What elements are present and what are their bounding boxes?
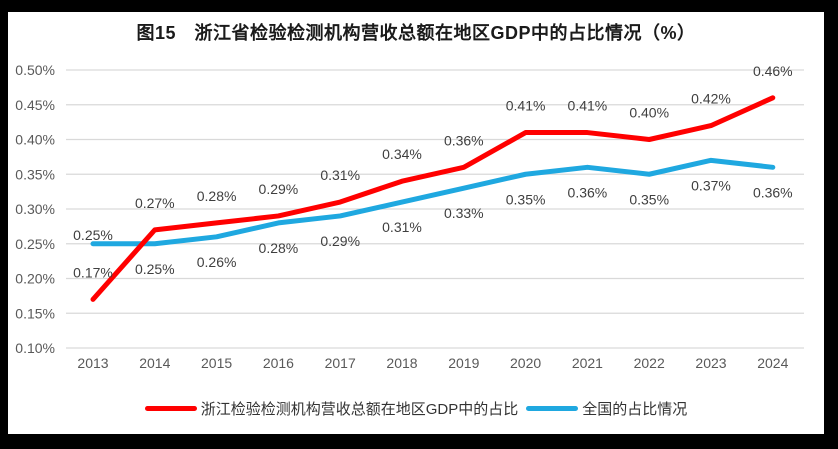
legend-label-national: 全国的占比情况 — [582, 401, 688, 418]
data-point-label: 0.31% — [320, 167, 360, 183]
x-axis-tick-label: 2015 — [201, 355, 232, 371]
data-point-label: 0.28% — [259, 240, 299, 256]
data-point-label: 0.35% — [506, 191, 546, 207]
data-point-label: 0.29% — [320, 233, 360, 249]
y-axis-tick-label: 0.35% — [15, 166, 55, 182]
line-chart-canvas: 0.50% 0.45% 0.40% 0.35% 0.30% 0.25% 0.20% 0.15%… — [15, 62, 804, 371]
y-axis-tick-label: 0.25% — [15, 236, 55, 252]
data-point-label: 0.28% — [197, 188, 237, 204]
x-axis-tick-label: 2021 — [572, 355, 603, 371]
chart-area: 图15 浙江省检验检测机构营收总额在地区GDP中的占比情况（%） 0.50% 0.… — [8, 12, 824, 434]
x-axis-tick-label: 2024 — [757, 355, 788, 371]
data-point-label: 0.46% — [753, 63, 793, 79]
x-axis-tick-label: 2016 — [263, 355, 294, 371]
zhejiang-line-swatch — [144, 406, 197, 411]
data-point-label: 0.27% — [135, 195, 175, 211]
x-axis-tick-label: 2014 — [139, 355, 170, 371]
x-axis-tick-label: 2023 — [695, 355, 726, 371]
y-axis-tick-label: 0.50% — [15, 62, 55, 78]
x-axis-tick-label: 2018 — [386, 355, 417, 371]
x-axis-tick-label: 2020 — [510, 355, 541, 371]
data-point-label: 0.42% — [691, 91, 731, 107]
data-point-label: 0.33% — [444, 205, 484, 221]
series-line — [90, 95, 776, 302]
legend-item-zhejiang: 浙江检验检测机构营收总额在地区GDP中的占比 — [144, 398, 519, 419]
y-axis-tick-label: 0.30% — [15, 201, 55, 217]
data-point-label: 0.37% — [691, 177, 731, 193]
national-line-swatch — [526, 406, 579, 411]
y-axis-tick-label: 0.15% — [15, 305, 55, 321]
data-point-label: 0.40% — [629, 105, 669, 121]
series-line — [90, 157, 776, 247]
data-point-label: 0.41% — [568, 98, 608, 114]
y-axis-tick-label: 0.45% — [15, 97, 55, 113]
y-axis-tick-label: 0.20% — [15, 271, 55, 287]
x-axis-tick-label: 2019 — [448, 355, 479, 371]
data-point-label: 0.41% — [506, 98, 546, 114]
data-point-label: 0.35% — [629, 191, 669, 207]
data-point-label: 0.29% — [259, 181, 299, 197]
data-point-label: 0.25% — [73, 227, 113, 243]
data-point-label: 0.25% — [135, 261, 175, 277]
data-point-label: 0.34% — [382, 146, 422, 162]
legend-label-zhejiang: 浙江检验检测机构营收总额在地区GDP中的占比 — [200, 401, 519, 418]
x-axis-tick-label: 2017 — [325, 355, 356, 371]
data-point-label: 0.31% — [382, 219, 422, 235]
legend-item-national: 全国的占比情况 — [526, 398, 687, 419]
data-point-label: 0.36% — [444, 132, 484, 148]
y-axis-tick-label: 0.40% — [15, 132, 55, 148]
data-point-label: 0.26% — [197, 254, 237, 270]
x-axis-tick-label: 2013 — [77, 355, 108, 371]
chart-title: 图15 浙江省检验检测机构营收总额在地区GDP中的占比情况（%） — [136, 23, 696, 43]
x-axis-tick-label: 2022 — [634, 355, 665, 371]
chart-legend: 浙江检验检测机构营收总额在地区GDP中的占比 全国的占比情况 — [8, 398, 824, 419]
y-axis-tick-label: 0.10% — [15, 340, 55, 356]
data-point-label: 0.36% — [568, 184, 608, 200]
data-point-label: 0.17% — [73, 264, 113, 280]
data-point-label: 0.36% — [753, 184, 793, 200]
